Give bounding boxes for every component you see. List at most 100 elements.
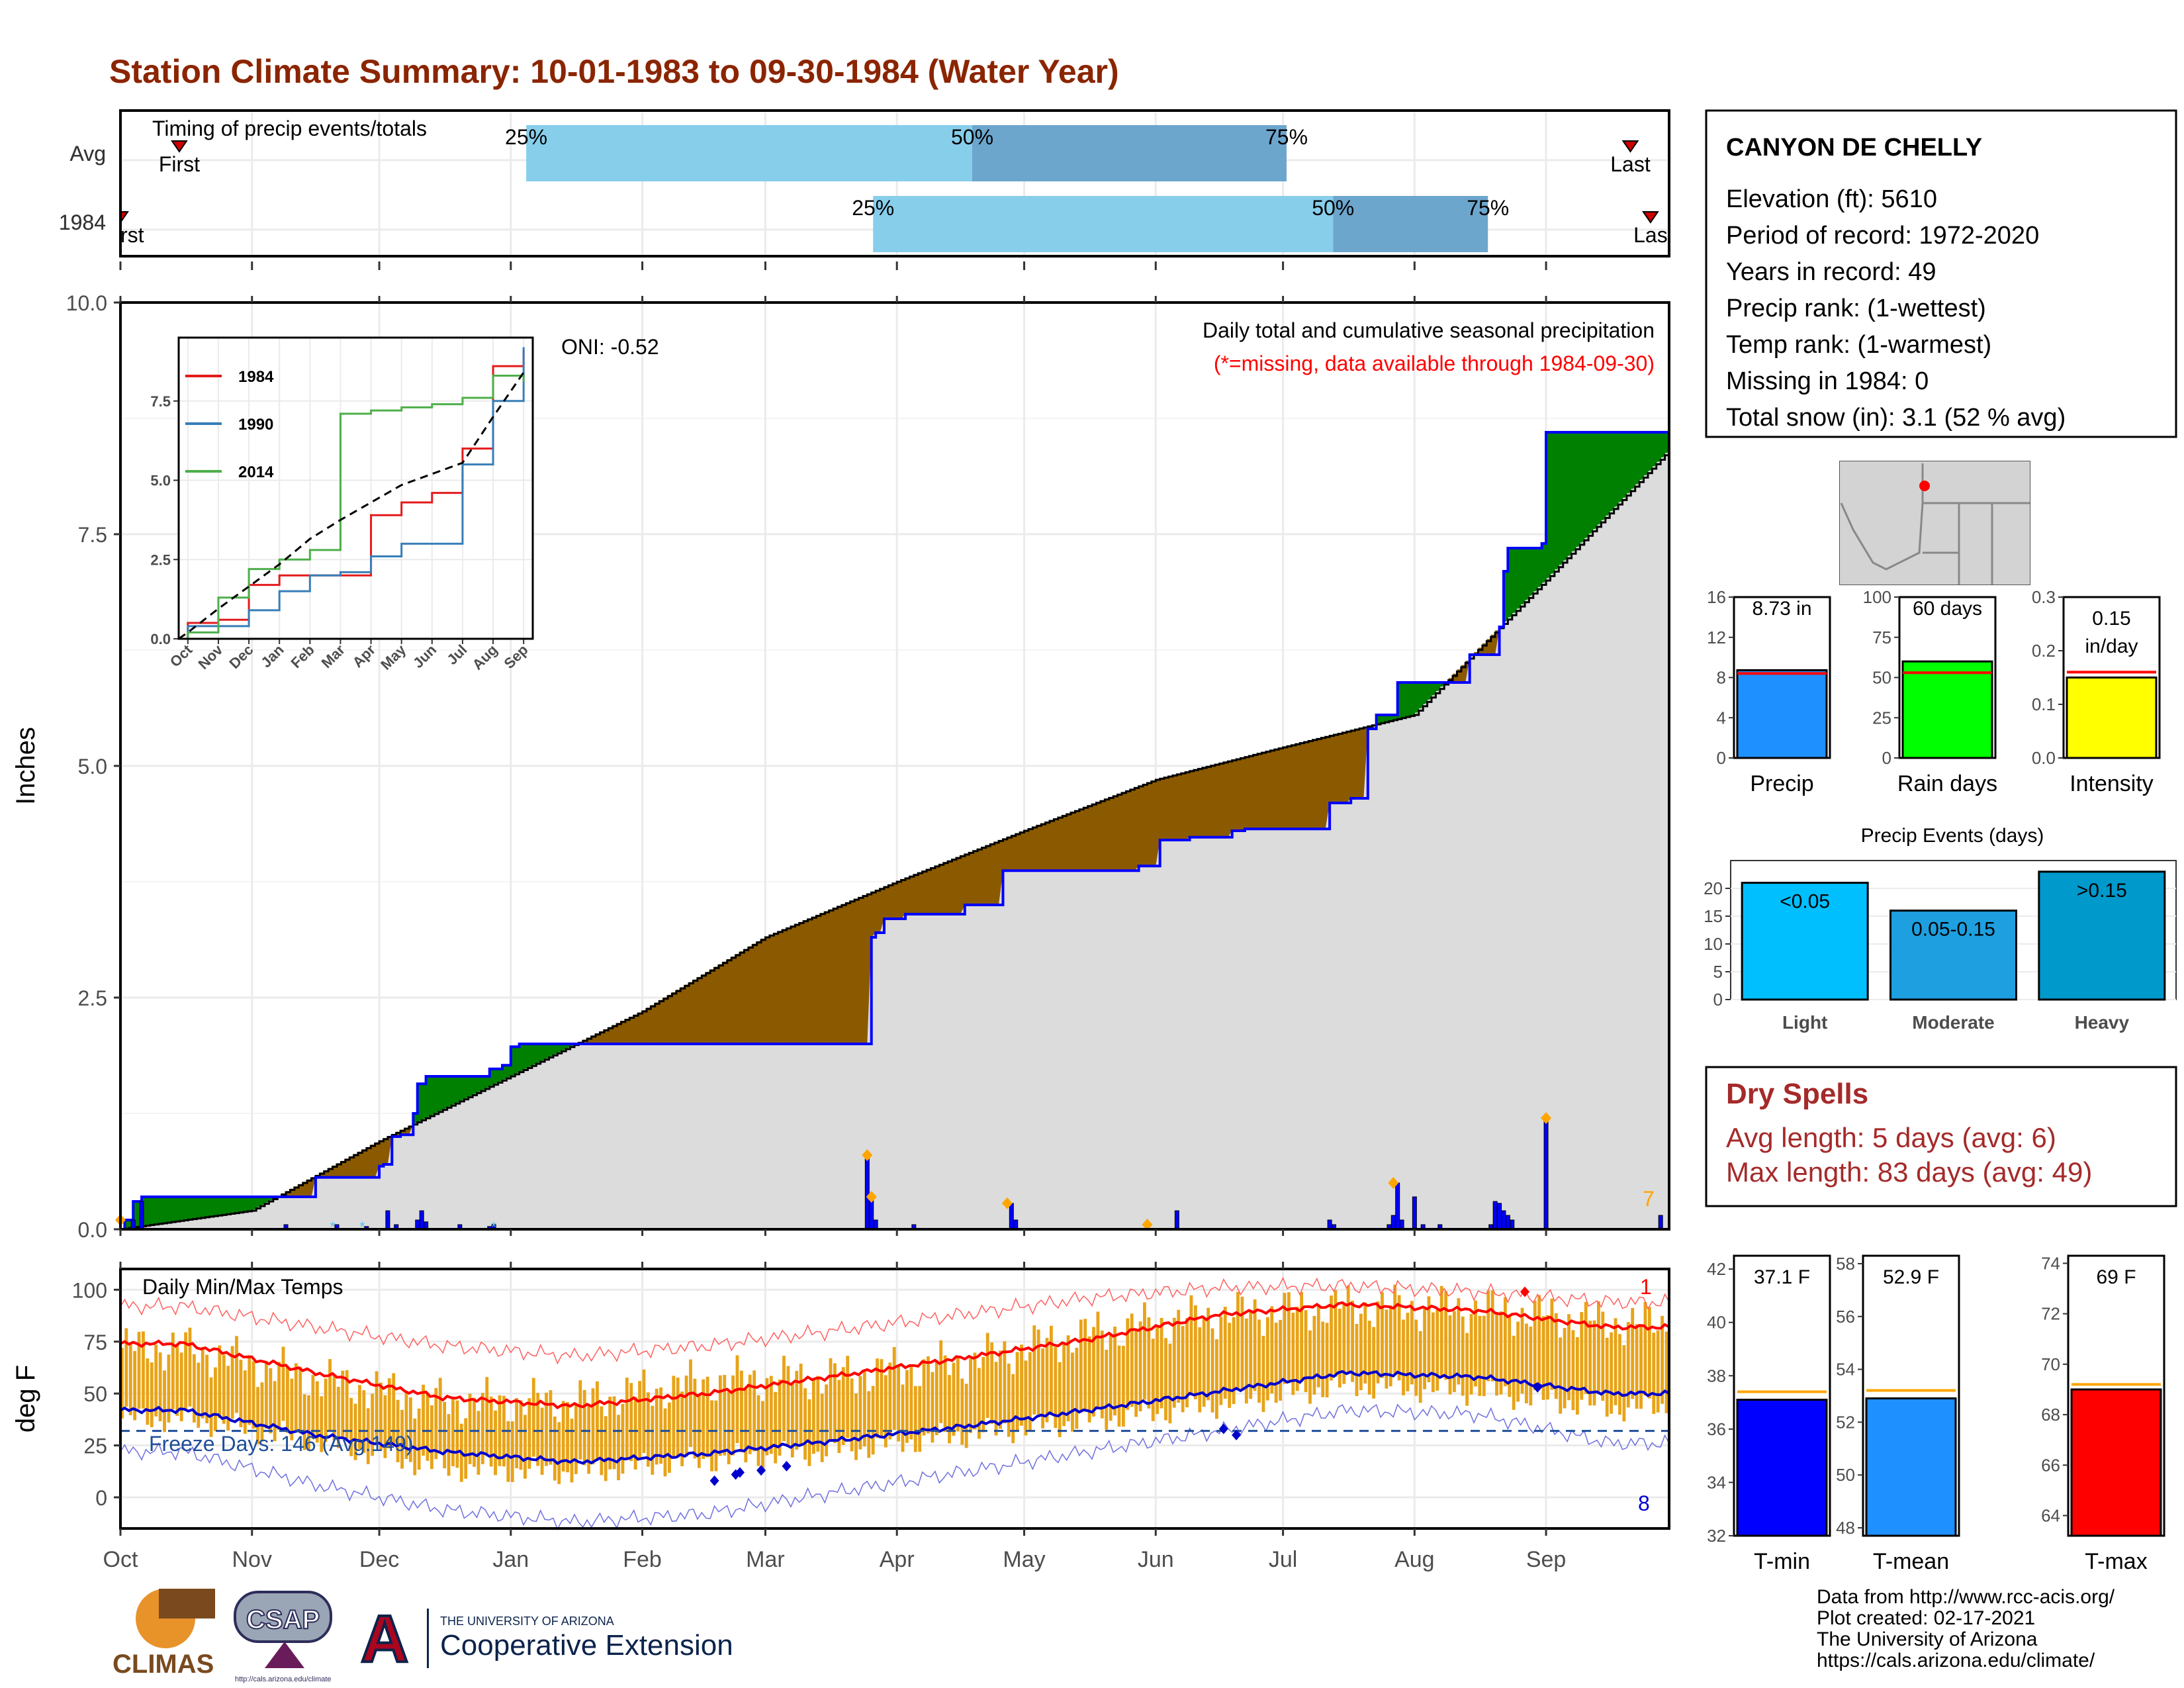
daily-temp-bar bbox=[408, 1397, 412, 1462]
daily-temp-bar bbox=[523, 1415, 527, 1479]
precip-deficit-slice bbox=[1134, 787, 1140, 871]
daily-precip-bar bbox=[1412, 1196, 1417, 1230]
precip-deficit-slice bbox=[1083, 806, 1089, 871]
precip-ytick-label-1: 2.5 bbox=[78, 986, 107, 1010]
station-box: CANYON DE CHELLY Elevation (ft): 5610 Pe… bbox=[1705, 109, 2177, 438]
summary-tick-label-2-1: 0.1 bbox=[2032, 694, 2056, 714]
temp-summary-tick-label-2-2: 68 bbox=[2041, 1405, 2060, 1425]
timing-1984-q25-q50-bar bbox=[873, 196, 1334, 252]
precip-surplus-slice bbox=[553, 1044, 558, 1055]
station-precip-rank: Precip rank: (1-wettest) bbox=[1726, 295, 1986, 322]
precip-surplus-slice bbox=[1618, 432, 1623, 502]
temp-border bbox=[119, 1268, 1670, 1530]
precip-deficit-slice bbox=[803, 920, 809, 1044]
daily-temp-bar bbox=[358, 1385, 361, 1450]
month-label-sep: Sep bbox=[1526, 1547, 1567, 1572]
daily-temp-bar bbox=[251, 1361, 255, 1429]
daily-temp-bar bbox=[142, 1331, 145, 1409]
precip-deficit-slice bbox=[918, 872, 923, 914]
precip-surplus-slice bbox=[413, 1113, 418, 1124]
precip-deficit-slice bbox=[672, 992, 677, 1044]
daily-precip-bar bbox=[415, 1219, 420, 1230]
timing-1984-q50-q75-bar bbox=[1333, 196, 1488, 252]
precip-deficit-slice bbox=[1287, 745, 1293, 829]
precip-surplus-slice bbox=[485, 1076, 490, 1088]
precip-deficit-slice bbox=[608, 1027, 614, 1044]
temp-ytick-label-1: 25 bbox=[83, 1434, 107, 1458]
precip-surplus-slice bbox=[1664, 432, 1670, 453]
daily-temp-bar bbox=[1465, 1333, 1469, 1406]
dry-spells-title: Dry Spells bbox=[1726, 1078, 1868, 1110]
daily-temp-bar bbox=[829, 1358, 833, 1441]
daily-temp-bar bbox=[854, 1393, 858, 1460]
daily-temp-bar bbox=[668, 1402, 671, 1473]
precip-deficit-slice bbox=[909, 876, 915, 914]
daily-temp-bar bbox=[1453, 1311, 1456, 1392]
daily-temp-bar bbox=[1631, 1307, 1635, 1399]
daily-temp-bar bbox=[676, 1377, 680, 1458]
daily-temp-bar bbox=[443, 1401, 447, 1469]
station-period: Period of record: 1972-2020 bbox=[1726, 222, 2039, 250]
daily-temp-bar bbox=[1486, 1290, 1490, 1382]
daily-temp-bar bbox=[1614, 1318, 1617, 1405]
daily-temp-bar bbox=[723, 1375, 727, 1456]
daily-temp-bar bbox=[638, 1381, 641, 1460]
daily-temp-bar bbox=[1015, 1352, 1019, 1430]
daily-temp-bar bbox=[1054, 1346, 1058, 1429]
temp-summary-tick-label-2-3: 70 bbox=[2041, 1354, 2060, 1374]
precip-surplus-slice bbox=[260, 1197, 265, 1205]
daily-temp-bar bbox=[1418, 1331, 1422, 1403]
daily-temp-bar bbox=[1661, 1315, 1664, 1404]
precip-deficit-slice bbox=[294, 1186, 299, 1197]
temp-summary-tick-label-0-1: 34 bbox=[1707, 1472, 1726, 1492]
daily-temp-bar bbox=[256, 1387, 259, 1444]
daily-temp-bar bbox=[570, 1419, 574, 1483]
daily-temp-bar bbox=[1143, 1302, 1146, 1400]
daily-temp-bar bbox=[663, 1408, 667, 1477]
dry-spells-max: Max length: 83 days (avg: 49) bbox=[1726, 1156, 2092, 1188]
precip-deficit-slice bbox=[1351, 729, 1356, 798]
precip-deficit-slice bbox=[981, 847, 987, 905]
daily-temp-bar bbox=[549, 1390, 553, 1465]
precip-surplus-slice bbox=[502, 1065, 507, 1080]
timing-avg-q50-label: 50% bbox=[951, 125, 993, 149]
events-ytick-label-3: 15 bbox=[1704, 906, 1723, 926]
temp-title: Daily Min/Max Temps bbox=[142, 1275, 343, 1299]
daily-temp-bar bbox=[990, 1342, 994, 1424]
timing-right-pad bbox=[1669, 111, 1709, 256]
precip-surplus-slice bbox=[1550, 432, 1555, 574]
daily-temp-bar bbox=[1232, 1317, 1236, 1405]
event-bar-light bbox=[1741, 882, 1869, 1001]
precip-deficit-slice bbox=[697, 976, 702, 1044]
daily-temp-bar bbox=[909, 1364, 913, 1440]
daily-temp-bar bbox=[833, 1363, 837, 1444]
precip-surplus-slice bbox=[158, 1197, 163, 1224]
timing-left-pad bbox=[106, 111, 120, 256]
daily-precip-bar bbox=[385, 1210, 390, 1230]
csap-wordmark: CSAP bbox=[246, 1605, 320, 1634]
daily-temp-bar bbox=[582, 1389, 586, 1466]
precip-deficit-slice bbox=[756, 941, 762, 1044]
precip-surplus-slice bbox=[1614, 432, 1619, 507]
daily-temp-bar bbox=[646, 1392, 650, 1467]
precip-deficit-slice bbox=[1193, 769, 1199, 837]
timing-avg-q50-q75-bar bbox=[972, 125, 1287, 181]
precip-deficit-slice bbox=[1189, 771, 1195, 837]
daily-temp-bar bbox=[880, 1359, 884, 1438]
record-max-line bbox=[120, 1276, 1670, 1365]
daily-temp-bar bbox=[281, 1346, 285, 1421]
temp-summary-value-0: 37.1 F bbox=[1754, 1266, 1810, 1288]
precip-deficit-slice bbox=[705, 972, 711, 1044]
daily-temp-bar bbox=[969, 1358, 972, 1433]
daily-temp-bar bbox=[1020, 1344, 1023, 1426]
daily-temp-bar bbox=[341, 1370, 345, 1439]
daily-temp-bar bbox=[1215, 1339, 1218, 1419]
daily-temp-bar bbox=[417, 1408, 421, 1470]
precip-deficit-slice bbox=[1312, 739, 1318, 829]
temp-count-max: 1 bbox=[1640, 1275, 1652, 1299]
daily-temp-bar bbox=[179, 1352, 183, 1422]
daily-precip-bar bbox=[419, 1210, 424, 1230]
daily-temp-bar bbox=[1559, 1337, 1563, 1414]
precip-deficit-slice bbox=[655, 1002, 660, 1044]
